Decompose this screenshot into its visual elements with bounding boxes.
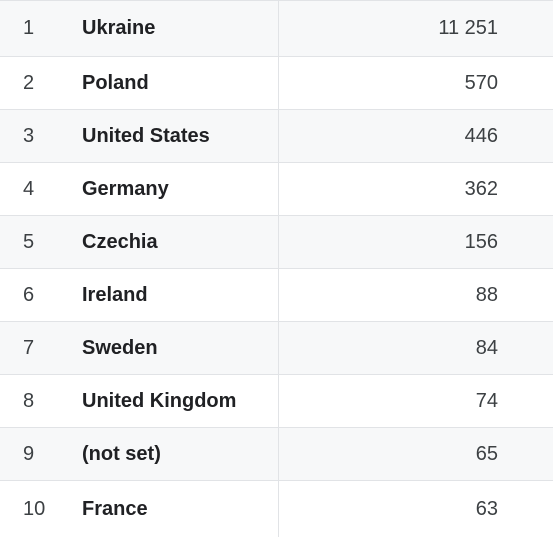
table-row: 6 Ireland 88 [0, 269, 553, 322]
value-cell: 11 251 [278, 1, 553, 56]
value-cell: 570 [278, 57, 553, 109]
rank-cell: 6 [23, 283, 35, 306]
value-cell: 362 [278, 163, 553, 215]
value-cell: 84 [278, 322, 553, 374]
table-row: 5 Czechia 156 [0, 216, 553, 269]
country-cell: Sweden [82, 336, 158, 359]
country-cell: France [82, 497, 148, 520]
table-row: 7 Sweden 84 [0, 322, 553, 375]
rank-cell: 1 [23, 17, 35, 39]
value-cell: 63 [278, 481, 553, 537]
rank-cell: 7 [23, 336, 35, 359]
country-cell: Czechia [82, 230, 158, 253]
rank-cell: 5 [23, 230, 35, 253]
value-cell: 74 [278, 375, 553, 427]
table-row: 4 Germany 362 [0, 163, 553, 216]
rank-cell: 8 [23, 389, 35, 412]
table-row: 2 Poland 570 [0, 57, 553, 110]
country-cell: United Kingdom [82, 389, 237, 412]
value-cell: 88 [278, 269, 553, 321]
country-cell: United States [82, 124, 210, 147]
country-cell: Poland [82, 71, 149, 94]
rank-cell: 3 [23, 124, 35, 147]
rank-cell: 2 [23, 71, 35, 94]
country-cell: Ukraine [82, 17, 156, 39]
value-cell: 156 [278, 216, 553, 268]
table-row: 3 United States 446 [0, 110, 553, 163]
country-cell: Germany [82, 177, 169, 200]
rank-cell: 4 [23, 177, 35, 200]
value-cell: 446 [278, 110, 553, 162]
country-cell: (not set) [82, 442, 161, 465]
table-row: 8 United Kingdom 74 [0, 375, 553, 428]
rank-cell: 10 [23, 497, 46, 520]
table-row: 9 (not set) 65 [0, 428, 553, 481]
table-row: 10 France 63 [0, 481, 553, 537]
value-cell: 65 [278, 428, 553, 480]
country-cell: Ireland [82, 283, 148, 306]
rank-cell: 9 [23, 442, 35, 465]
table-row: 1 Ukraine 11 251 [0, 0, 553, 57]
